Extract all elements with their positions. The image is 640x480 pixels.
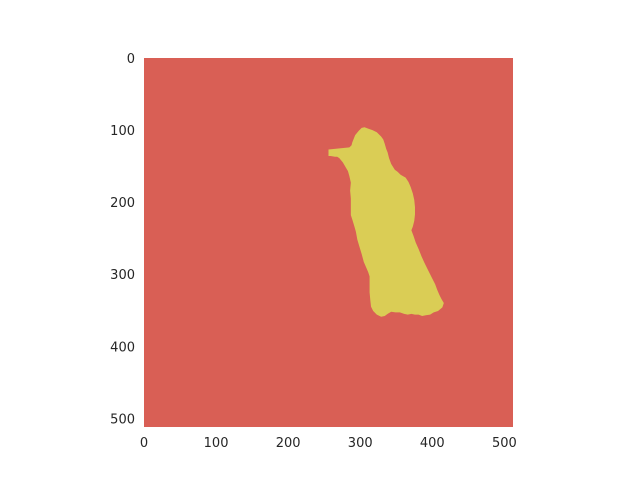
mask-foreground-region — [328, 127, 444, 317]
x-tick-label: 400 — [420, 436, 445, 451]
x-tick-label: 200 — [276, 436, 301, 451]
x-tick-label: 500 — [492, 436, 517, 451]
x-tick-label: 300 — [348, 436, 373, 451]
mask-background-region — [144, 58, 513, 427]
x-axis: 0 100 200 300 400 500 — [140, 436, 517, 451]
y-tick-label: 0 — [127, 52, 135, 67]
y-axis: 0 100 200 300 400 500 — [110, 52, 135, 427]
x-tick-label: 100 — [204, 436, 229, 451]
y-tick-label: 500 — [110, 412, 135, 427]
plot-area — [144, 58, 513, 427]
y-tick-label: 400 — [110, 340, 135, 355]
x-tick-label: 0 — [140, 436, 148, 451]
y-tick-label: 200 — [110, 196, 135, 211]
y-tick-label: 300 — [110, 268, 135, 283]
y-tick-label: 100 — [110, 124, 135, 139]
